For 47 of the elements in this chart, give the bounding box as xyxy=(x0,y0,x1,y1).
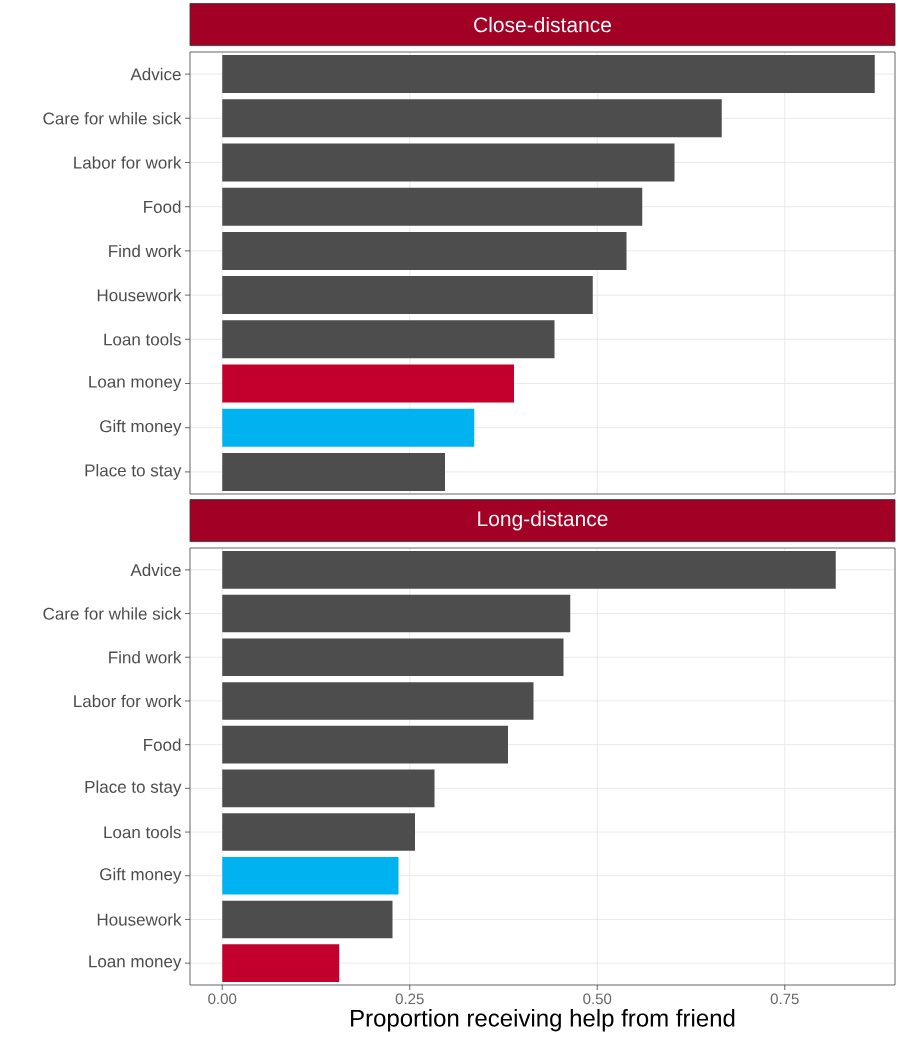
bar xyxy=(222,143,675,182)
bar xyxy=(222,813,415,851)
bar xyxy=(222,900,393,939)
bar xyxy=(222,682,534,720)
y-tick-label: Place to stay xyxy=(85,463,182,480)
x-tick-label: 0.75 xyxy=(770,993,799,1005)
y-tick-label: Housework xyxy=(97,913,182,926)
y-tick-label: Find work xyxy=(109,244,182,258)
y-tick-label: Care for while sick xyxy=(43,112,182,125)
y-tick-label: Gift money xyxy=(100,419,182,436)
bar xyxy=(222,364,514,403)
bar xyxy=(222,944,340,982)
bar xyxy=(222,638,564,677)
y-tick-label: Labor for work xyxy=(74,694,182,708)
y-tick-label: Find work xyxy=(109,651,182,664)
bar xyxy=(222,99,722,138)
y-tick-label: Care for while sick xyxy=(43,607,182,620)
bar xyxy=(222,408,475,447)
bar xyxy=(222,594,571,633)
y-tick-label: Food xyxy=(144,738,181,751)
bar xyxy=(222,187,643,226)
chart-title: Close-distance xyxy=(474,16,611,33)
bar xyxy=(222,231,627,270)
chart-title: Long-distance xyxy=(478,510,608,531)
bar xyxy=(222,551,836,589)
y-tick-label: Gift money xyxy=(100,867,182,884)
x-tick-label: 0.25 xyxy=(395,993,424,1005)
y-tick-label: Labor for work xyxy=(74,156,182,169)
bar xyxy=(222,55,875,94)
bar xyxy=(222,769,435,808)
y-tick-label: Loan money xyxy=(89,375,182,392)
y-tick-label: Housework xyxy=(97,288,182,302)
y-tick-label: Loan tools xyxy=(104,825,181,839)
y-tick-label: Advice xyxy=(130,563,181,577)
x-tick-label: 0.50 xyxy=(583,993,612,1005)
x-axis-title: Proportion receiving help from friend xyxy=(351,1009,735,1032)
y-tick-label: Food xyxy=(144,200,181,213)
y-tick-label: Place to stay xyxy=(85,780,182,797)
y-tick-label: Advice xyxy=(130,67,181,81)
x-tick-label: 0.00 xyxy=(208,993,237,1005)
y-tick-label: Loan money xyxy=(89,955,182,971)
bar xyxy=(222,452,445,491)
bar xyxy=(222,320,555,359)
bar xyxy=(222,276,593,315)
bar xyxy=(222,856,399,895)
y-tick-label: Loan tools xyxy=(104,333,181,346)
bar xyxy=(222,725,508,764)
